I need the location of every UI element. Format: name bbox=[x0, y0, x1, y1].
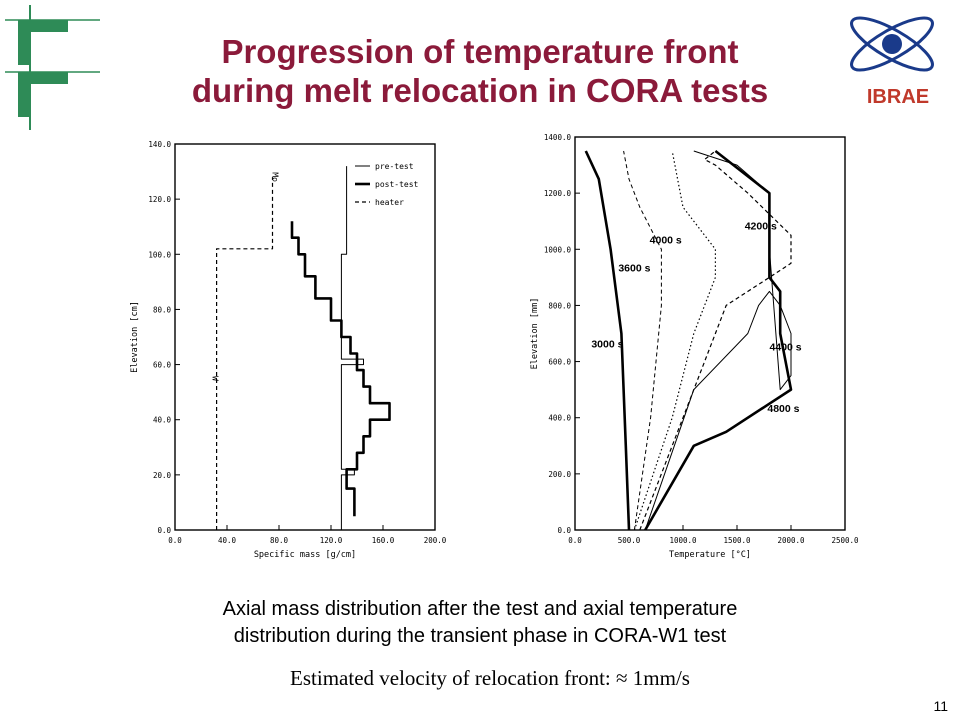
annotation-label: W bbox=[211, 376, 220, 381]
x-tick-label: 40.0 bbox=[218, 536, 237, 545]
series-label: 3000 s bbox=[591, 339, 623, 351]
title-line-2: during melt relocation in CORA tests bbox=[191, 72, 769, 109]
slide-title: Progression of temperature front during … bbox=[120, 32, 840, 110]
x-tick-label: 2500.0 bbox=[831, 536, 859, 545]
velocity-estimate: Estimated velocity of relocation front: … bbox=[290, 666, 690, 690]
series-label: 4800 s bbox=[767, 403, 799, 415]
series-4800-s-line bbox=[644, 149, 793, 531]
y-tick-label: 200.0 bbox=[548, 470, 571, 479]
y-tick-label: 100.0 bbox=[148, 250, 171, 259]
y-tick-label: 0.0 bbox=[157, 526, 171, 535]
series-label: 4400 s bbox=[770, 341, 802, 353]
legend-entry: post-test bbox=[375, 180, 419, 189]
y-axis-label: Elevation [mm] bbox=[530, 298, 540, 370]
x-tick-label: 1500.0 bbox=[723, 536, 751, 545]
plot-frame bbox=[574, 136, 846, 531]
y-tick-label: 40.0 bbox=[153, 416, 172, 425]
series-label: 3600 s bbox=[618, 263, 650, 275]
annotation-label: Mo bbox=[271, 172, 280, 182]
y-tick-label: 1200.0 bbox=[544, 189, 572, 198]
y-tick-label: 1400.0 bbox=[544, 133, 572, 142]
y-tick-label: 0.0 bbox=[557, 526, 571, 535]
title-line-1: Progression of temperature front bbox=[221, 33, 739, 70]
series-label: 4200 s bbox=[745, 221, 777, 233]
series-post-test-line bbox=[290, 221, 391, 517]
x-tick-label: 80.0 bbox=[270, 536, 289, 545]
x-tick-label: 160.0 bbox=[372, 536, 395, 545]
page-number: 11 bbox=[933, 698, 948, 714]
x-tick-label: 2000.0 bbox=[777, 536, 805, 545]
series-label: 4000 s bbox=[650, 235, 682, 247]
legend-entry: heater bbox=[375, 198, 404, 207]
x-axis-label: Specific mass [g/cm] bbox=[254, 550, 356, 560]
y-axis-label: Elevation [cm] bbox=[130, 301, 140, 373]
legend-entry: pre-test bbox=[375, 162, 414, 171]
plot-frame bbox=[174, 143, 436, 531]
corner-logo-icon bbox=[5, 5, 100, 130]
specific-mass-chart: 0.0 40.0 80.0 120.0 160.0 200.0 0.0 20.0 40.0 60.… bbox=[130, 140, 447, 560]
x-tick-label: 0.0 bbox=[168, 536, 182, 545]
y-tick-label: 60.0 bbox=[153, 361, 172, 370]
x-axis-label: Temperature [°C] bbox=[669, 550, 751, 560]
series-4200-s-line bbox=[639, 150, 792, 531]
y-tick-label: 80.0 bbox=[153, 305, 172, 314]
figure-caption: Axial mass distribution after the test a… bbox=[100, 596, 860, 650]
x-tick-label: 1000.0 bbox=[669, 536, 697, 545]
y-tick-label: 600.0 bbox=[548, 358, 571, 367]
ibrae-logo-icon: IBRAE bbox=[850, 16, 934, 108]
y-tick-label: 120.0 bbox=[148, 195, 171, 204]
caption-line-1: Axial mass distribution after the test a… bbox=[222, 598, 738, 620]
x-tick-label: 120.0 bbox=[320, 536, 343, 545]
x-tick-label: 500.0 bbox=[618, 536, 641, 545]
y-tick-label: 1000.0 bbox=[544, 245, 572, 254]
series-pre-test-line bbox=[340, 166, 364, 530]
logo-text: IBRAE bbox=[867, 86, 929, 108]
series-3600-s-line bbox=[623, 150, 662, 531]
caption-line-2: distribution during the transient phase … bbox=[233, 625, 727, 647]
y-tick-label: 400.0 bbox=[548, 414, 571, 423]
y-tick-label: 800.0 bbox=[548, 301, 571, 310]
y-tick-label: 20.0 bbox=[153, 471, 172, 480]
x-tick-label: 200.0 bbox=[424, 536, 447, 545]
series-4000-s-line bbox=[633, 150, 716, 531]
series-heater-line bbox=[216, 177, 274, 530]
temperature-chart: 0.0 500.0 1000.0 1500.0 2000.0 2500.0 0.0 200.0… bbox=[530, 133, 859, 560]
series-3000-s-line bbox=[584, 150, 631, 531]
x-tick-label: 0.0 bbox=[568, 536, 582, 545]
y-tick-label: 140.0 bbox=[148, 140, 171, 149]
